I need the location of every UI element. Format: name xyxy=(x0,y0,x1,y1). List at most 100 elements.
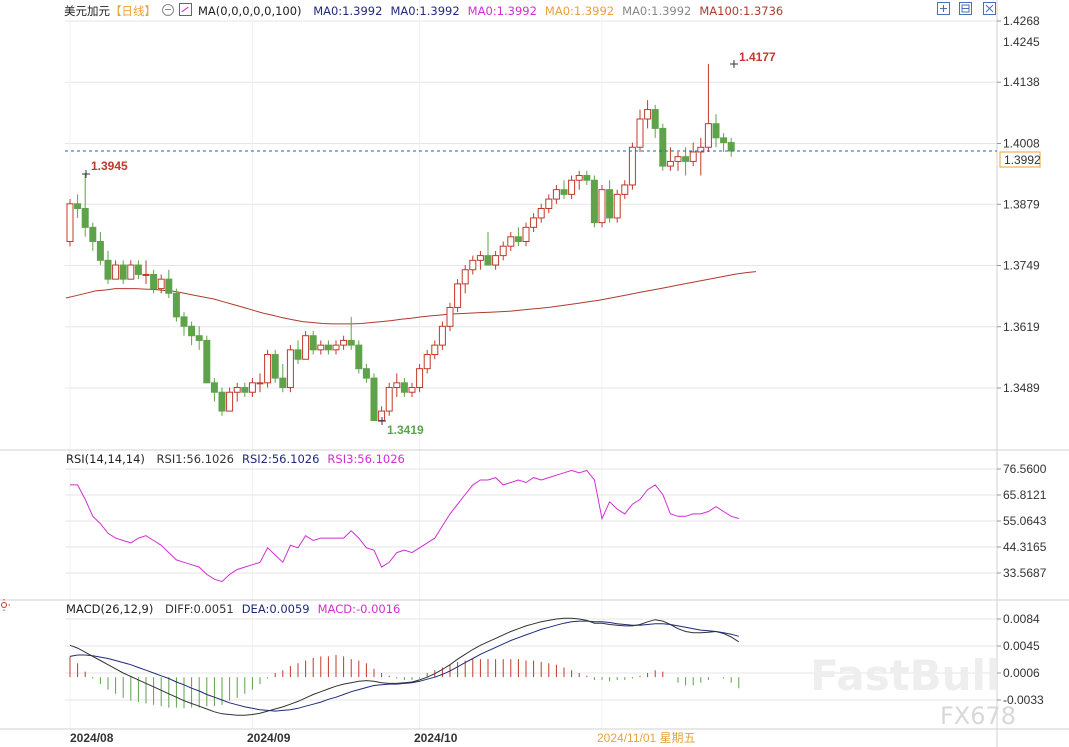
candle-body xyxy=(324,344,332,351)
ma-params: MA(0,0,0,0,0,100) xyxy=(197,4,302,18)
price-tick-label: 1.4008 xyxy=(1003,136,1040,150)
candle-body xyxy=(575,175,583,181)
macd-params: MACD(26,12,9) xyxy=(66,602,154,616)
macd-value-1: DEA:0.0059 xyxy=(241,602,310,616)
rsi-value-1: RSI2:56.1026 xyxy=(241,452,320,466)
candle-body xyxy=(461,269,469,285)
candle-body xyxy=(727,142,735,152)
candle-body xyxy=(188,325,196,337)
candle-body xyxy=(264,354,272,384)
candle-body xyxy=(157,278,165,290)
candle-body xyxy=(621,184,629,195)
candle-body xyxy=(355,344,363,370)
ma-value-4: MA0:1.3992 xyxy=(622,4,692,18)
candle-body xyxy=(370,377,378,422)
price-tick-label: 1.3489 xyxy=(1003,381,1040,395)
candle-body xyxy=(697,146,705,153)
macd-value-0: DIFF:0.0051 xyxy=(165,602,234,616)
candle-body xyxy=(340,339,348,346)
candle-body xyxy=(408,387,416,393)
candle-body xyxy=(112,264,120,280)
candle-body xyxy=(552,189,560,200)
candle-body xyxy=(606,189,614,219)
toggle-circle-icon[interactable] xyxy=(161,4,174,16)
candle-body xyxy=(484,255,492,266)
candle-body xyxy=(476,255,484,261)
candle-body xyxy=(446,306,454,327)
zoom-out-button[interactable] xyxy=(937,2,950,15)
ma-value-5: MA100:1.3736 xyxy=(699,4,784,18)
price-axis: 1.4268 1.4138 1.4008 1.3879 1.3749 1.3619 1.34… xyxy=(997,14,1040,395)
candle-body xyxy=(545,198,553,210)
ma-value-1: MA0:1.3992 xyxy=(390,4,460,18)
candle-body xyxy=(492,255,500,266)
candle-body xyxy=(659,127,667,167)
candle-body xyxy=(362,368,370,379)
candle-body xyxy=(674,156,682,162)
rsi-line xyxy=(70,469,739,583)
high-label: 1.4177 xyxy=(739,50,776,64)
candle-body xyxy=(332,344,340,351)
indicator-icon[interactable] xyxy=(179,3,193,16)
watermark-brand: FastBull xyxy=(810,651,1000,700)
candle-body xyxy=(560,189,568,195)
rsi-value-2: RSI3:56.1026 xyxy=(327,452,405,466)
ma-values: MA0:1.3992 MA0:1.3992 MA0:1.3992 MA0:1.3992… xyxy=(305,4,783,18)
candle-body xyxy=(248,382,256,393)
symbol-name: 美元加元 xyxy=(64,4,110,18)
candle-body xyxy=(309,335,317,351)
macd-dea-line xyxy=(69,620,739,712)
rsi-axis: 76.5600 65.8121 55.0643 44.3165 33.5687 xyxy=(997,462,1047,580)
candle-body xyxy=(423,354,431,370)
candle-body xyxy=(644,109,652,120)
candle-body xyxy=(590,179,598,224)
candle-body xyxy=(226,391,234,412)
close-button[interactable] xyxy=(983,2,996,15)
candle-body xyxy=(689,151,697,162)
macd-axis: 0.0084 0.0045 0.0006 -0.0033 xyxy=(997,612,1044,707)
candle-body xyxy=(416,368,424,389)
price-tick-label: 1.3619 xyxy=(1003,320,1040,334)
rsi-tick-label: 55.0643 xyxy=(1003,514,1047,528)
candle-body xyxy=(142,273,150,276)
price-high-marker: 1.4245 xyxy=(1003,35,1040,49)
rsi-tick-label: 44.3165 xyxy=(1003,540,1047,554)
rsi-values: RSI1:56.1026 RSI2:56.1026 RSI3:56.1026 xyxy=(149,452,405,466)
ma100-line xyxy=(65,271,757,325)
candle-body xyxy=(127,264,135,280)
candle-body xyxy=(165,278,173,294)
candle-body xyxy=(210,382,218,393)
candle-body xyxy=(241,387,249,393)
low-annotation: 1.3419 xyxy=(378,417,424,437)
grid-lines xyxy=(65,0,997,729)
candle-body xyxy=(180,316,188,327)
left-high-annotation: 1.3945 xyxy=(82,159,128,178)
candle-body xyxy=(74,203,82,210)
macd-diff-path xyxy=(69,617,740,716)
fullscreen-button[interactable] xyxy=(959,2,972,15)
low-label: 1.3419 xyxy=(387,423,424,437)
settings-sun-icon[interactable] xyxy=(1,599,11,611)
candle-body xyxy=(294,349,302,360)
candle-body xyxy=(666,160,674,167)
rsi-params: RSI(14,14,14) xyxy=(66,452,145,466)
candle-body xyxy=(469,259,477,271)
candle-body xyxy=(613,193,621,219)
period-label[interactable]: 【日线】 xyxy=(110,4,156,18)
candle-body xyxy=(522,226,530,242)
macd-value-2: MACD:-0.0016 xyxy=(317,602,401,616)
ma100-path xyxy=(65,271,757,325)
candle-body xyxy=(507,236,515,247)
candle-body xyxy=(172,292,180,318)
candle-body xyxy=(271,354,279,379)
candle-body xyxy=(393,382,401,389)
candle-body xyxy=(286,349,294,389)
price-tick-label: 1.4268 xyxy=(1003,14,1040,28)
macd-tick-label: -0.0033 xyxy=(1003,693,1044,707)
candle-body xyxy=(203,339,211,384)
candle-body xyxy=(66,203,74,242)
candle-body xyxy=(583,175,591,181)
macd-tick-label: 0.0006 xyxy=(1003,666,1040,680)
candle-body xyxy=(454,283,462,308)
